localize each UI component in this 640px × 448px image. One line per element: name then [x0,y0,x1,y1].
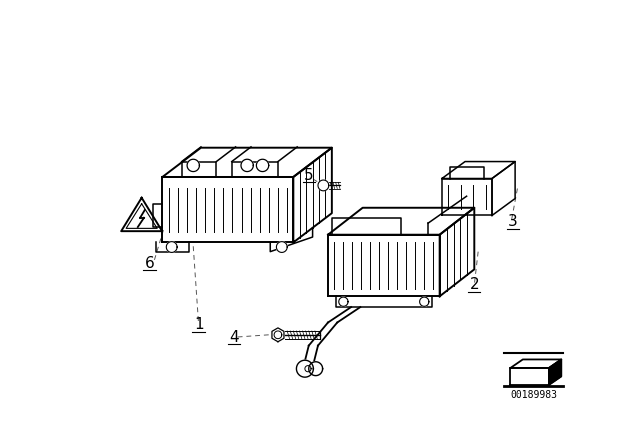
Polygon shape [420,297,429,306]
Text: 4: 4 [229,330,239,345]
Text: 6: 6 [145,256,154,271]
Polygon shape [166,241,177,252]
Polygon shape [296,360,314,377]
Text: 2: 2 [470,277,479,292]
Polygon shape [187,159,200,172]
Polygon shape [272,328,284,342]
Polygon shape [241,159,253,172]
Polygon shape [549,359,561,385]
Polygon shape [257,159,269,172]
Polygon shape [318,180,329,191]
Polygon shape [339,297,348,306]
Text: 3: 3 [508,214,518,229]
Text: 5: 5 [304,168,314,183]
Polygon shape [308,362,323,375]
Polygon shape [305,366,311,372]
Polygon shape [274,331,282,339]
Polygon shape [276,241,287,252]
Text: 00189983: 00189983 [510,390,557,400]
Text: 1: 1 [194,317,204,332]
